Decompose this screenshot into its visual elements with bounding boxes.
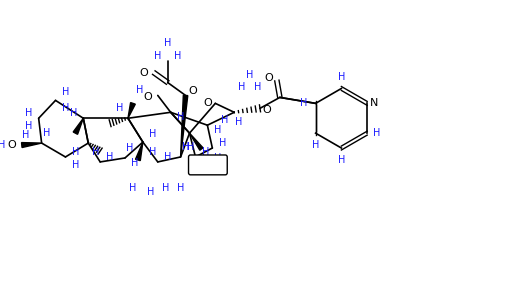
Text: H: H	[106, 152, 114, 162]
Text: H: H	[116, 103, 124, 113]
Polygon shape	[189, 133, 203, 150]
Text: H: H	[62, 88, 69, 98]
Text: H: H	[254, 82, 262, 92]
Text: O: O	[262, 105, 271, 115]
Text: H: H	[238, 82, 246, 92]
Text: H: H	[187, 142, 194, 152]
Text: H: H	[136, 85, 144, 95]
Text: H: H	[312, 140, 319, 150]
Polygon shape	[73, 118, 83, 134]
Text: H: H	[126, 143, 134, 153]
Text: H: H	[72, 160, 79, 170]
Text: AOH: AOH	[198, 160, 217, 169]
Text: H: H	[25, 108, 33, 118]
Text: H: H	[92, 147, 99, 157]
FancyBboxPatch shape	[188, 155, 227, 175]
Text: H: H	[149, 147, 156, 157]
Text: H: H	[174, 51, 181, 61]
Text: H: H	[72, 147, 79, 157]
Text: H: H	[0, 140, 6, 150]
Text: H: H	[70, 108, 77, 118]
Text: H: H	[338, 72, 345, 81]
Text: O: O	[139, 68, 148, 77]
Text: H: H	[182, 142, 189, 152]
Text: H: H	[129, 183, 137, 193]
Text: H: H	[154, 51, 161, 61]
Text: H: H	[147, 187, 155, 197]
Polygon shape	[128, 102, 135, 118]
Text: H: H	[338, 155, 345, 165]
Text: H: H	[214, 153, 221, 163]
Text: O: O	[188, 86, 197, 96]
Text: H: H	[132, 158, 139, 168]
Text: H: H	[300, 99, 307, 108]
Polygon shape	[22, 142, 42, 148]
Text: H: H	[43, 128, 50, 138]
Text: H: H	[177, 112, 184, 122]
Text: H: H	[219, 138, 226, 148]
Text: H: H	[62, 103, 69, 113]
Polygon shape	[136, 142, 143, 161]
Text: H: H	[246, 70, 254, 80]
Text: H: H	[214, 125, 221, 135]
Text: H: H	[201, 147, 209, 157]
Text: H: H	[373, 128, 381, 138]
Text: H: H	[164, 38, 171, 48]
Text: H: H	[164, 152, 171, 162]
Text: O: O	[144, 92, 152, 102]
Text: H: H	[220, 115, 228, 125]
Text: H: H	[25, 121, 33, 131]
Text: H: H	[236, 117, 243, 127]
Text: H: H	[149, 129, 156, 139]
Text: O: O	[203, 99, 212, 108]
Text: H: H	[22, 130, 29, 140]
Text: H: H	[177, 183, 184, 193]
Polygon shape	[180, 95, 188, 157]
Text: H: H	[162, 183, 169, 193]
Text: N: N	[370, 99, 378, 108]
Text: O: O	[265, 73, 274, 83]
Text: O: O	[7, 140, 16, 150]
